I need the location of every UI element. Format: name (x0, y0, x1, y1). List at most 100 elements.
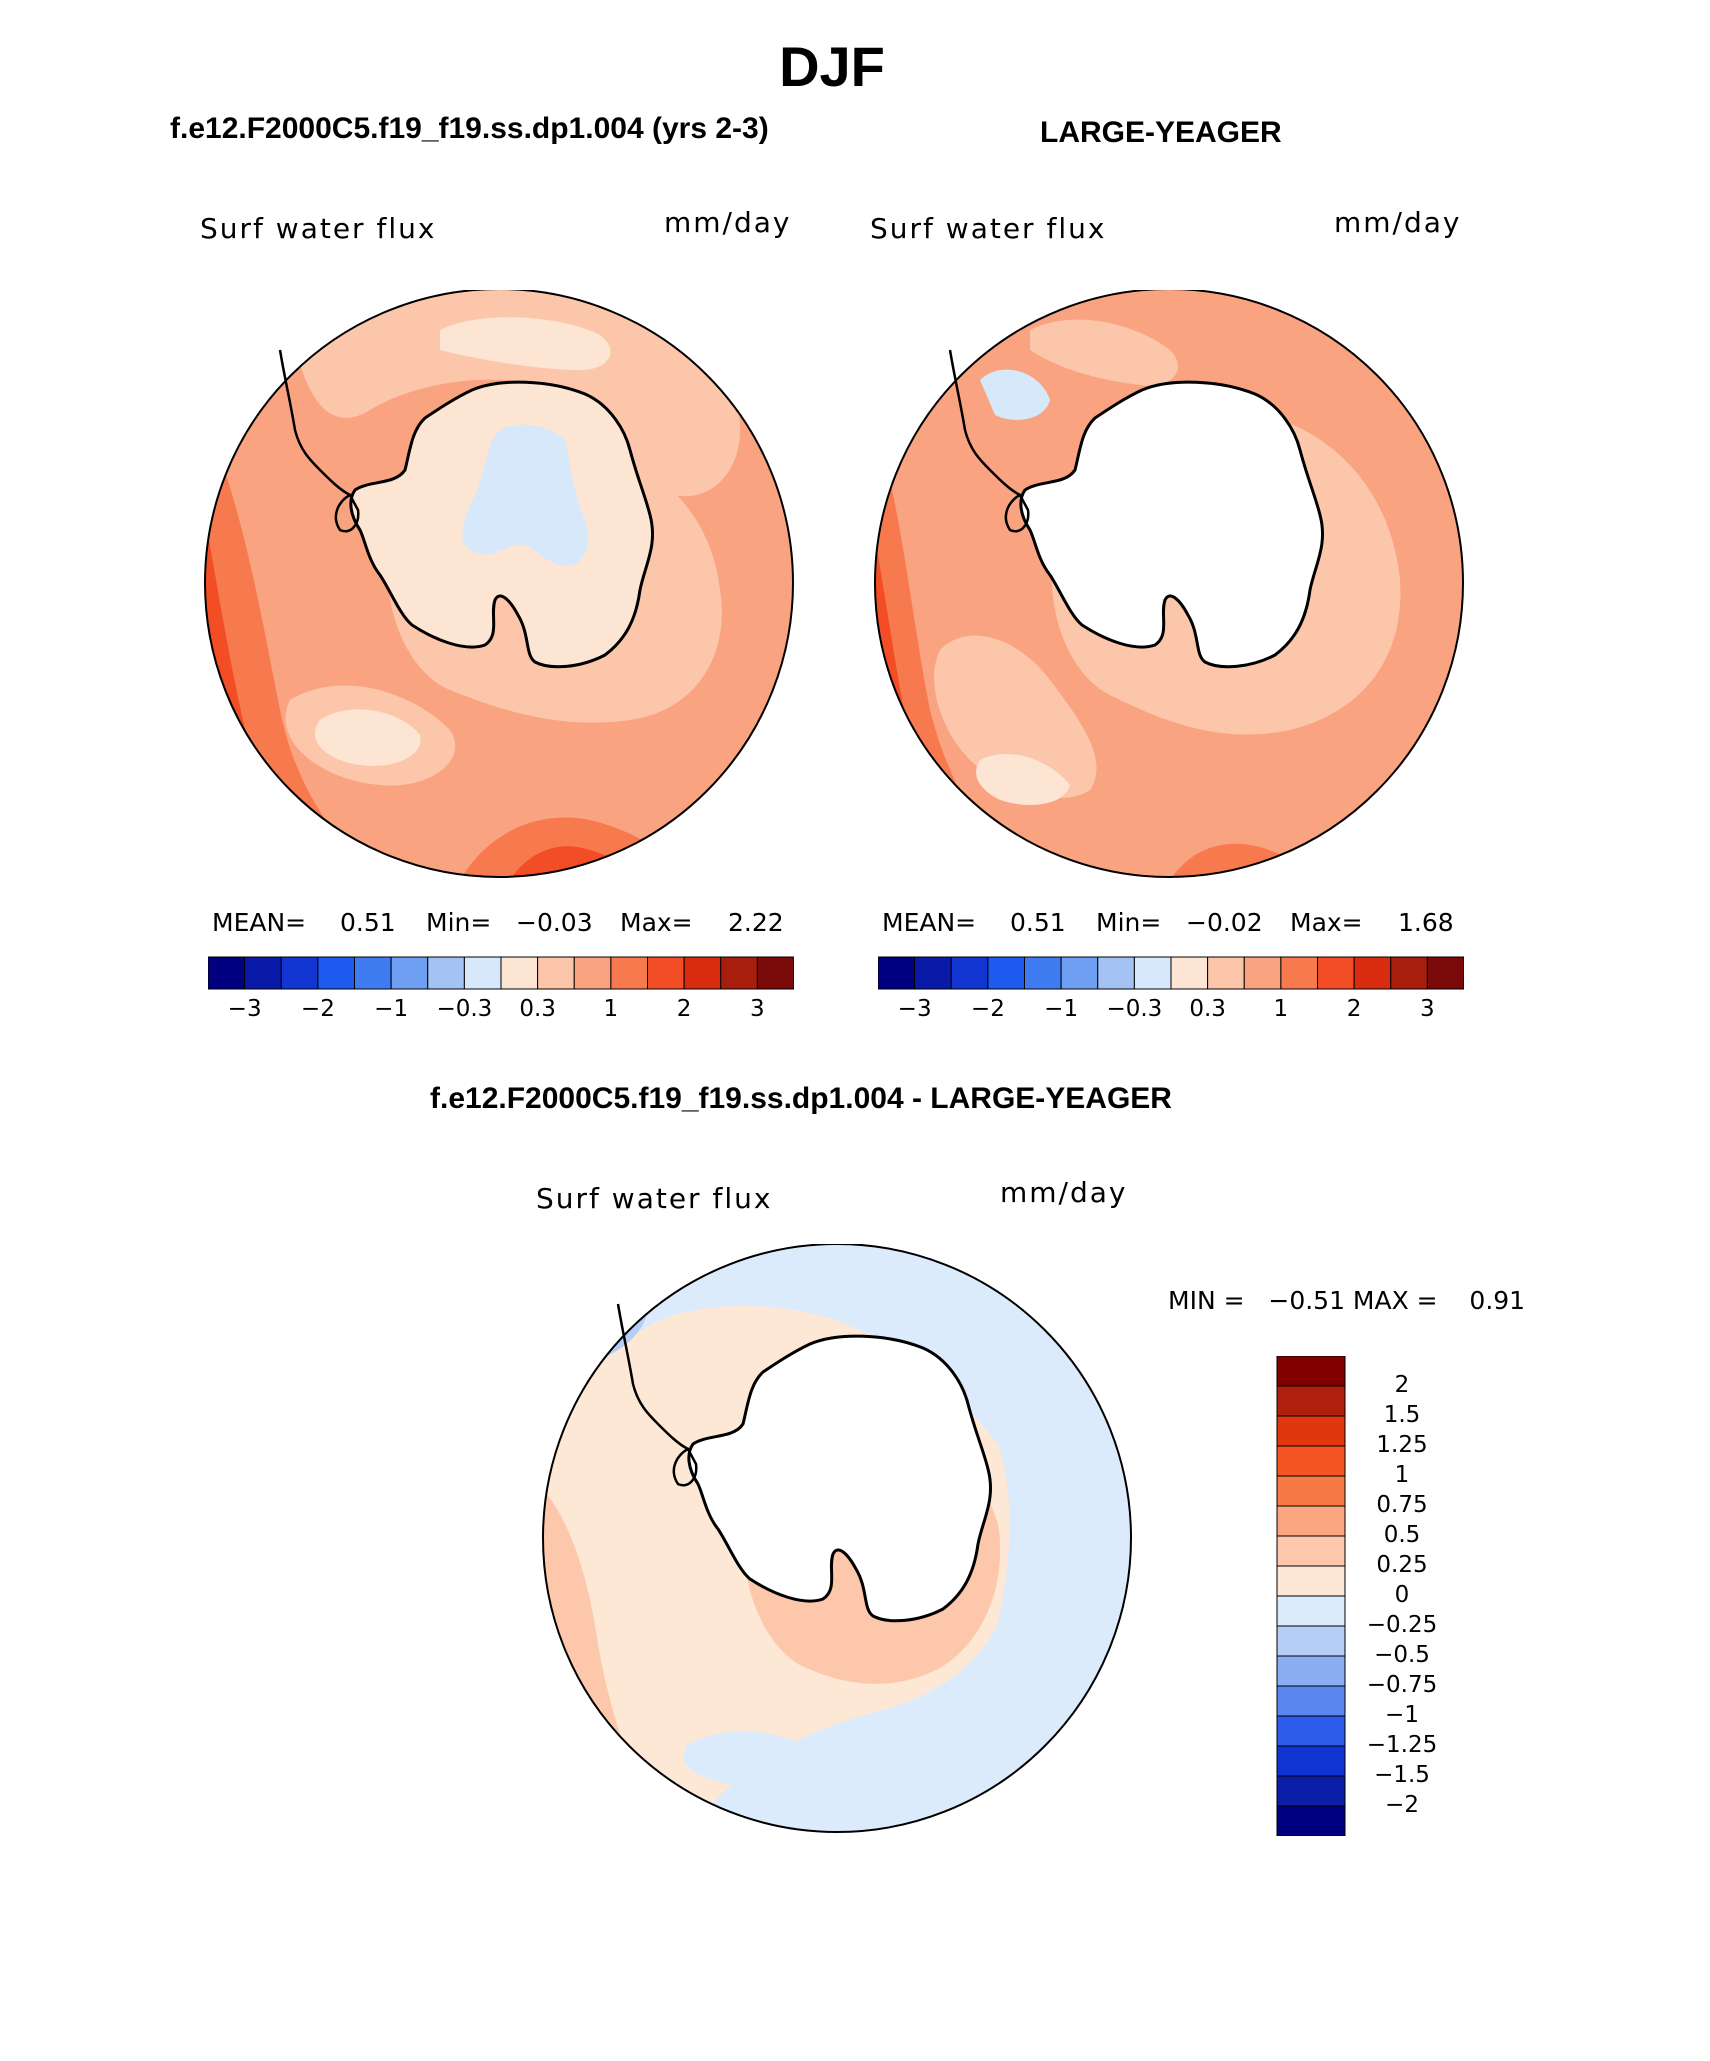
model-colorbar-segment (427, 956, 465, 990)
model-colorbar-segment (756, 956, 794, 990)
obs-min-value: −0.02 (1186, 908, 1263, 937)
diff-colorbar-segment (1276, 1535, 1346, 1567)
model-map-border (204, 290, 794, 878)
model-peninsula-coast (278, 349, 351, 497)
model-colorbar-segment (390, 956, 429, 990)
obs-map-border (874, 290, 1464, 878)
diff-colorbar-segment (1276, 1775, 1346, 1807)
diff-variable-label: Surf water flux (536, 1182, 773, 1215)
obs-colorbar-segment (1426, 956, 1464, 990)
obs-field-southwest-low (976, 754, 1070, 805)
obs-colorbar-segment (1280, 956, 1319, 990)
diff-colorbar-label: 1 (1394, 1462, 1410, 1488)
diff-colorbar-label: −2 (1385, 1792, 1419, 1818)
model-peninsula-outline (334, 493, 360, 533)
model-units-label: mm/day (664, 206, 792, 239)
obs-antarctica (1019, 380, 1325, 669)
obs-colorbar (878, 956, 1464, 990)
diff-colorbar-segment (1276, 1745, 1346, 1777)
diff-colorbar-segment (1276, 1595, 1346, 1627)
obs-colorbar-segment (878, 956, 916, 990)
diff-field-northwest-min (588, 1292, 633, 1329)
obs-colorbar-tick: −2 (970, 996, 1005, 1022)
diff-colorbar-labels: 2 1.5 1.25 1 0.75 0.5 0.25 0 −0.25 −0.5 … (1354, 1356, 1474, 1836)
diff-colorbar-segment (1276, 1805, 1346, 1836)
obs-colorbar-tick: 3 (1420, 996, 1435, 1022)
model-colorbar-segment (683, 956, 722, 990)
diff-colorbar-label: 0.25 (1376, 1552, 1428, 1578)
model-colorbar-segment (280, 956, 319, 990)
model-colorbar-segment (463, 956, 502, 990)
obs-colorbar-segment (1097, 956, 1135, 990)
diff-colorbar-segment (1276, 1415, 1346, 1447)
diff-colorbar-segments (1276, 1356, 1346, 1836)
model-colorbar-tick: −0.3 (436, 996, 493, 1022)
diff-colorbar-label: −1.25 (1366, 1732, 1438, 1758)
model-colorbar-segment (500, 956, 539, 990)
obs-min-label: Min= (1096, 908, 1162, 937)
diff-colorbar-label: 0 (1394, 1582, 1410, 1608)
model-colorbar (208, 956, 794, 990)
model-colorbar-tick: 3 (750, 996, 765, 1022)
diff-colorbar-label: −0.5 (1374, 1642, 1430, 1668)
diff-colorbar-label: −0.25 (1366, 1612, 1438, 1638)
obs-case-title: LARGE-YEAGER (1040, 116, 1282, 149)
diff-colorbar-segment (1276, 1685, 1346, 1717)
obs-mean-value: 0.51 (1010, 908, 1066, 937)
model-colorbar-segment (244, 956, 282, 990)
obs-units-label: mm/day (1334, 206, 1462, 239)
model-colorbar-segment (354, 956, 392, 990)
model-colorbar-segment (317, 956, 356, 990)
obs-colorbar-segment (950, 956, 989, 990)
diff-polar-map (542, 1244, 1132, 1833)
model-max-label: Max= (620, 908, 693, 937)
diff-colorbar-label: −0.75 (1366, 1672, 1438, 1698)
model-variable-label: Surf water flux (200, 212, 437, 245)
obs-colorbar-segment (1243, 956, 1282, 990)
obs-field-north-band (1030, 319, 1179, 386)
obs-field-southwest-band (934, 635, 1097, 799)
diff-colorbar-label: 1.25 (1376, 1432, 1428, 1458)
model-colorbar-segment (573, 956, 612, 990)
diff-antarctica (687, 1334, 993, 1623)
model-colorbar-segment (720, 956, 758, 990)
obs-max-value: 1.68 (1398, 908, 1454, 937)
model-colorbar-segment (208, 956, 246, 990)
diff-field-south-negative-2 (834, 1715, 948, 1756)
diff-colorbar-label: 0.5 (1383, 1522, 1421, 1548)
model-colorbar-tick: −1 (374, 996, 409, 1022)
model-colorbar-tick: −3 (227, 996, 262, 1022)
obs-colorbar-tick: 0.3 (1189, 996, 1226, 1022)
diff-colorbar-label: 0.75 (1376, 1492, 1428, 1518)
model-colorbar-ticks: −3 −2 −1 −0.3 0.3 1 2 3 (208, 996, 794, 1028)
model-colorbar-segment (610, 956, 649, 990)
obs-colorbar-segment (1207, 956, 1245, 990)
obs-colorbar-segment (1133, 956, 1172, 990)
obs-colorbar-segment (1170, 956, 1209, 990)
model-antarctica-interior-low (462, 424, 589, 566)
model-colorbar-tick: 1 (603, 996, 619, 1022)
model-colorbar-segment (537, 956, 575, 990)
diff-peninsula-coast (616, 1303, 689, 1451)
diff-colorbar-segment (1276, 1445, 1346, 1477)
diff-colorbar-segment (1276, 1385, 1346, 1417)
model-field-southwest-low (314, 709, 421, 766)
model-max-value: 2.22 (728, 908, 784, 937)
obs-colorbar-tick: −1 (1044, 996, 1079, 1022)
model-mean-value: 0.51 (340, 908, 396, 937)
obs-colorbar-tick: 1 (1273, 996, 1289, 1022)
model-polar-map (204, 290, 794, 878)
model-field-north-low (440, 317, 611, 370)
model-colorbar-tick: 2 (676, 996, 692, 1022)
model-colorbar-segment (647, 956, 685, 990)
obs-colorbar-tick: 2 (1346, 996, 1362, 1022)
obs-colorbar-ticks: −3 −2 −1 −0.3 0.3 1 2 3 (878, 996, 1464, 1028)
diff-case-title: f.e12.F2000C5.f19_f19.ss.dp1.004 - LARGE… (430, 1082, 1172, 1115)
obs-colorbar-segment (914, 956, 952, 990)
diff-colorbar-label: 2 (1394, 1372, 1410, 1398)
obs-colorbar-segment (987, 956, 1026, 990)
obs-colorbar-segment (1353, 956, 1392, 990)
obs-polar-map (874, 290, 1464, 878)
model-colorbar-segments (208, 956, 794, 990)
obs-peninsula-outline (1004, 493, 1030, 533)
